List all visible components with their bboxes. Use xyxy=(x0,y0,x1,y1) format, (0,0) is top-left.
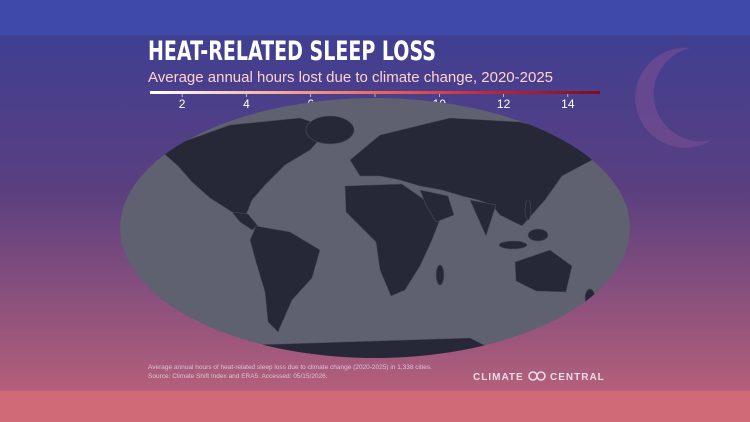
moon xyxy=(635,47,712,148)
logo-text: CENTRAL xyxy=(550,372,605,383)
logo-icon xyxy=(528,371,546,381)
tick-label: 12 xyxy=(497,97,511,111)
tick-label: 2 xyxy=(179,97,186,111)
logo-text: CLIMATE xyxy=(473,372,524,383)
world-map xyxy=(120,98,630,358)
top-band xyxy=(0,0,750,35)
bottom-band xyxy=(0,391,750,422)
footnote: Source: Climate Shift Index and ERA5. Ac… xyxy=(148,373,328,380)
tick-label: 4 xyxy=(243,97,250,111)
title: HEAT-RELATED SLEEP LOSS xyxy=(148,36,436,67)
tick-label: 14 xyxy=(561,97,575,111)
colorbar xyxy=(150,91,600,94)
footnote: Average annual hours of heat-related sle… xyxy=(148,364,432,371)
subtitle: Average annual hours lost due to climate… xyxy=(148,69,553,86)
